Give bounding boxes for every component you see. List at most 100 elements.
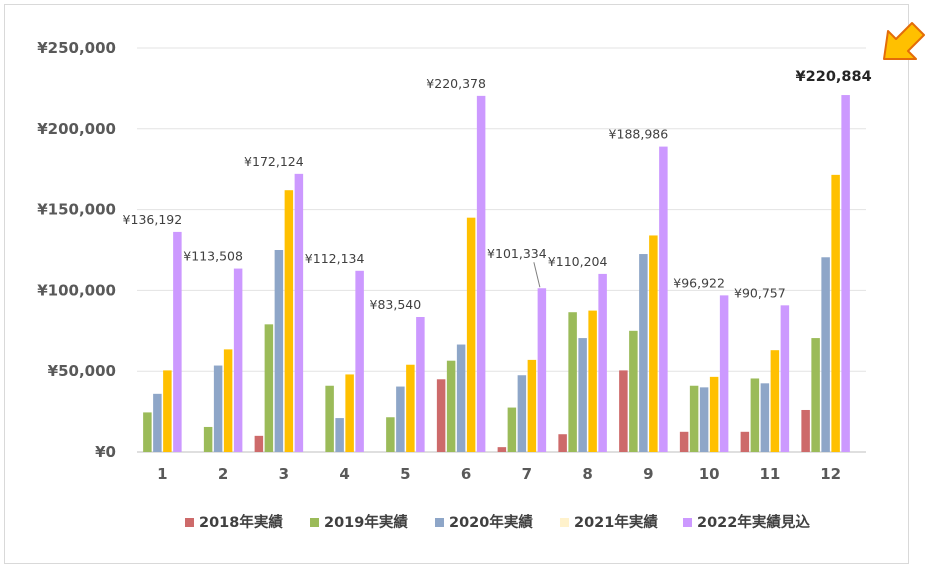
data-label: ¥90,757 (734, 285, 786, 300)
arrow-down-left-icon (883, 22, 925, 60)
bar (294, 173, 304, 453)
bar (679, 431, 689, 452)
x-tick-label: 5 (400, 465, 410, 483)
bar (831, 174, 840, 452)
bar (355, 270, 364, 452)
legend-swatch (310, 518, 319, 527)
legend-swatch (683, 518, 692, 527)
x-tick-label: 10 (699, 465, 720, 483)
x-tick-label: 1 (157, 465, 167, 483)
bar (163, 370, 172, 452)
bar (274, 250, 284, 452)
bar (659, 146, 668, 452)
bar (629, 330, 638, 452)
legend-swatch (560, 518, 569, 527)
x-tick-label: 2 (218, 465, 228, 483)
legend-swatch (185, 518, 194, 527)
legend-entry: 2020年実績 (449, 513, 533, 531)
bar (750, 378, 760, 452)
data-label: ¥188,986 (609, 127, 669, 142)
y-tick-label: ¥200,000 (37, 120, 116, 138)
bar (456, 344, 466, 452)
data-label: ¥220,884 (796, 69, 872, 85)
y-tick-label: ¥0 (95, 443, 116, 461)
bar (537, 288, 547, 452)
bar (598, 273, 607, 452)
bar (689, 385, 699, 452)
x-tick-label: 8 (582, 465, 592, 483)
bar (841, 95, 850, 452)
bar (568, 312, 577, 452)
data-label: ¥136,192 (123, 212, 183, 227)
y-tick-label: ¥50,000 (48, 362, 116, 380)
bar (740, 431, 750, 452)
bar (173, 231, 182, 452)
y-tick-label: ¥150,000 (37, 201, 116, 219)
bar (588, 310, 597, 452)
bar (416, 316, 425, 452)
data-label: ¥172,124 (244, 154, 304, 169)
bar (213, 365, 223, 452)
bar (517, 375, 527, 452)
bar (780, 305, 790, 452)
bar (527, 359, 537, 452)
bar (507, 407, 517, 452)
bar (396, 386, 405, 452)
x-tick-label: 4 (339, 465, 349, 483)
bar (619, 370, 628, 452)
x-tick-label: 11 (759, 465, 780, 483)
bar (325, 385, 334, 452)
bar (386, 417, 395, 452)
bar (578, 338, 587, 452)
leader-line (533, 262, 541, 288)
chart-area (4, 4, 909, 564)
bar (497, 447, 507, 452)
legend-entry: 2018年実績 (199, 513, 283, 531)
x-tick-label: 6 (461, 465, 471, 483)
bar (811, 338, 820, 452)
x-tick-label: 12 (820, 465, 841, 483)
bar (476, 95, 486, 453)
bar (558, 434, 567, 452)
bar (821, 257, 830, 452)
legend-swatch (435, 518, 444, 527)
bar (233, 268, 243, 452)
bar (709, 376, 719, 452)
bar (649, 235, 658, 452)
arrow-down-left-icon (883, 22, 925, 60)
bar (446, 360, 456, 452)
bar (699, 387, 709, 452)
bars (143, 95, 850, 453)
bar (406, 364, 415, 452)
y-tick-label: ¥100,000 (37, 281, 116, 299)
data-label: ¥101,334 (487, 246, 547, 261)
y-axis-tick-labels: ¥0 ¥50,000 ¥100,000 ¥150,000 ¥200,000 ¥250,00… (37, 39, 116, 461)
data-label: ¥110,204 (548, 254, 608, 269)
bar (143, 412, 152, 452)
bar (153, 393, 162, 452)
bar (760, 383, 770, 452)
data-label: ¥113,508 (183, 249, 243, 264)
bar (223, 349, 233, 452)
bar (466, 217, 476, 452)
legend-entry: 2022年実績見込 (697, 513, 810, 531)
bar (719, 295, 729, 452)
y-tick-label: ¥250,000 (37, 39, 116, 57)
legend-entry: 2021年実績 (574, 513, 658, 531)
bar (770, 350, 780, 452)
legend: 2018年実績 2019年実績 2020年実績 2021年実績 2022年実績見込 (185, 513, 810, 531)
bar (284, 190, 294, 452)
x-axis-tick-labels: 1 2 3 4 5 6 7 8 9 10 11 12 (157, 465, 841, 483)
x-tick-label: 9 (643, 465, 653, 483)
bar (345, 374, 354, 452)
bar (639, 254, 648, 452)
bar (436, 379, 446, 452)
data-label: ¥220,378 (426, 76, 486, 91)
x-tick-label: 7 (522, 465, 532, 483)
bar (335, 418, 344, 452)
bar (264, 324, 274, 452)
data-label: ¥96,922 (673, 275, 725, 290)
bar (254, 435, 264, 452)
legend-entry: 2019年実績 (324, 513, 408, 531)
